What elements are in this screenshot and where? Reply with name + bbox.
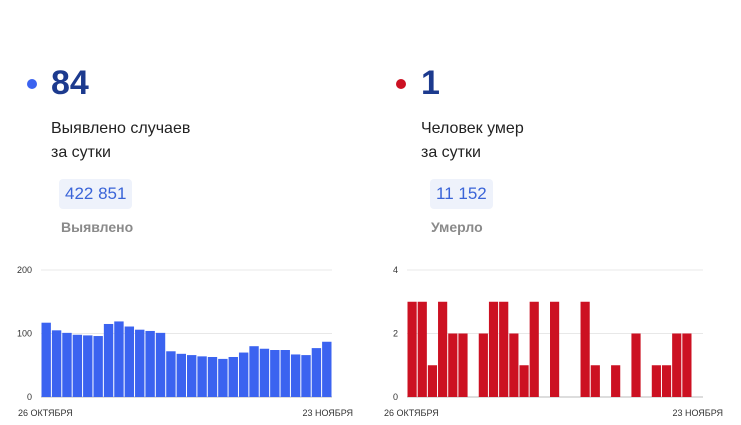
bar[interactable]: [478, 333, 488, 398]
bar[interactable]: [529, 301, 539, 397]
cases-panel: 84 Выявлено случаев за сутки 422 851 Выя…: [0, 0, 370, 425]
x-start-label: 26 ОКТЯБРЯ: [384, 408, 439, 418]
bar[interactable]: [228, 356, 238, 397]
y-tick-label: 0: [393, 392, 398, 402]
bar[interactable]: [238, 352, 249, 397]
bar[interactable]: [145, 330, 155, 397]
y-tick-label: 0: [27, 392, 32, 402]
bar[interactable]: [407, 301, 417, 397]
cases-total-badge: 422 851: [59, 179, 133, 209]
bar[interactable]: [207, 356, 218, 397]
deaths-count: 1: [421, 64, 440, 102]
deaths-label-line1: Человек умер: [421, 120, 524, 137]
x-start-label: 26 ОКТЯБРЯ: [18, 408, 73, 418]
cases-total-label: Выявлено: [61, 219, 134, 235]
cases-dot-icon: [27, 79, 37, 89]
bar[interactable]: [448, 333, 458, 398]
deaths-total-label: Умерло: [431, 219, 483, 235]
bar[interactable]: [631, 333, 641, 398]
deaths-panel: 1 Человек умер за сутки 11 152 Умерло: [370, 0, 740, 425]
bar[interactable]: [499, 301, 509, 397]
bar[interactable]: [427, 365, 438, 397]
bar[interactable]: [155, 332, 166, 397]
y-tick-label: 200: [17, 265, 32, 275]
bar[interactable]: [114, 321, 124, 397]
bar[interactable]: [301, 355, 311, 397]
bar[interactable]: [580, 301, 590, 397]
bar[interactable]: [103, 323, 114, 397]
y-tick-label: 2: [393, 329, 398, 339]
cases-label: Выявлено случаев за сутки: [51, 117, 301, 165]
bar[interactable]: [259, 348, 270, 397]
bar[interactable]: [270, 350, 280, 397]
x-end-label: 23 НОЯБРЯ: [302, 408, 353, 418]
bar[interactable]: [682, 333, 692, 398]
deaths-label: Человек умер за сутки: [421, 117, 671, 165]
deaths-total-badge: 11 152: [430, 179, 493, 209]
cases-label-line2: за сутки: [51, 144, 111, 161]
bar[interactable]: [611, 365, 621, 397]
bar[interactable]: [124, 326, 135, 397]
bar[interactable]: [672, 333, 682, 398]
bar[interactable]: [249, 346, 259, 397]
bar[interactable]: [218, 358, 228, 397]
bar[interactable]: [166, 351, 176, 397]
bar[interactable]: [438, 301, 448, 397]
bar[interactable]: [135, 329, 145, 397]
bar[interactable]: [93, 336, 103, 397]
bar[interactable]: [187, 355, 197, 397]
bar[interactable]: [41, 322, 51, 397]
bar[interactable]: [311, 348, 322, 397]
bar[interactable]: [519, 365, 529, 397]
bar[interactable]: [72, 334, 83, 397]
bar[interactable]: [197, 356, 207, 397]
bar[interactable]: [417, 301, 427, 397]
bar[interactable]: [509, 333, 519, 398]
bar[interactable]: [176, 353, 186, 397]
cases-bar-chart: 0 100 200 26 ОКТЯБРЯ 23 НОЯБРЯ: [17, 265, 353, 418]
y-tick-label: 100: [17, 329, 32, 339]
bar[interactable]: [280, 350, 290, 397]
bar[interactable]: [550, 301, 560, 397]
deaths-bar-chart: 0 2 4 26 ОКТЯБРЯ 23 НОЯБРЯ: [384, 265, 723, 418]
y-tick-label: 4: [393, 265, 398, 275]
bar[interactable]: [488, 301, 499, 397]
bar[interactable]: [322, 341, 332, 397]
deaths-dot-icon: [396, 79, 406, 89]
cases-count: 84: [51, 64, 89, 102]
bar[interactable]: [83, 335, 93, 397]
bar[interactable]: [458, 333, 468, 398]
cases-label-line1: Выявлено случаев: [51, 120, 191, 137]
bar[interactable]: [62, 332, 72, 397]
bar[interactable]: [51, 330, 62, 397]
bar[interactable]: [661, 365, 672, 397]
bar[interactable]: [590, 365, 600, 397]
bar[interactable]: [651, 365, 661, 397]
x-end-label: 23 НОЯБРЯ: [672, 408, 723, 418]
deaths-label-line2: за сутки: [421, 144, 481, 161]
bar[interactable]: [290, 354, 301, 397]
